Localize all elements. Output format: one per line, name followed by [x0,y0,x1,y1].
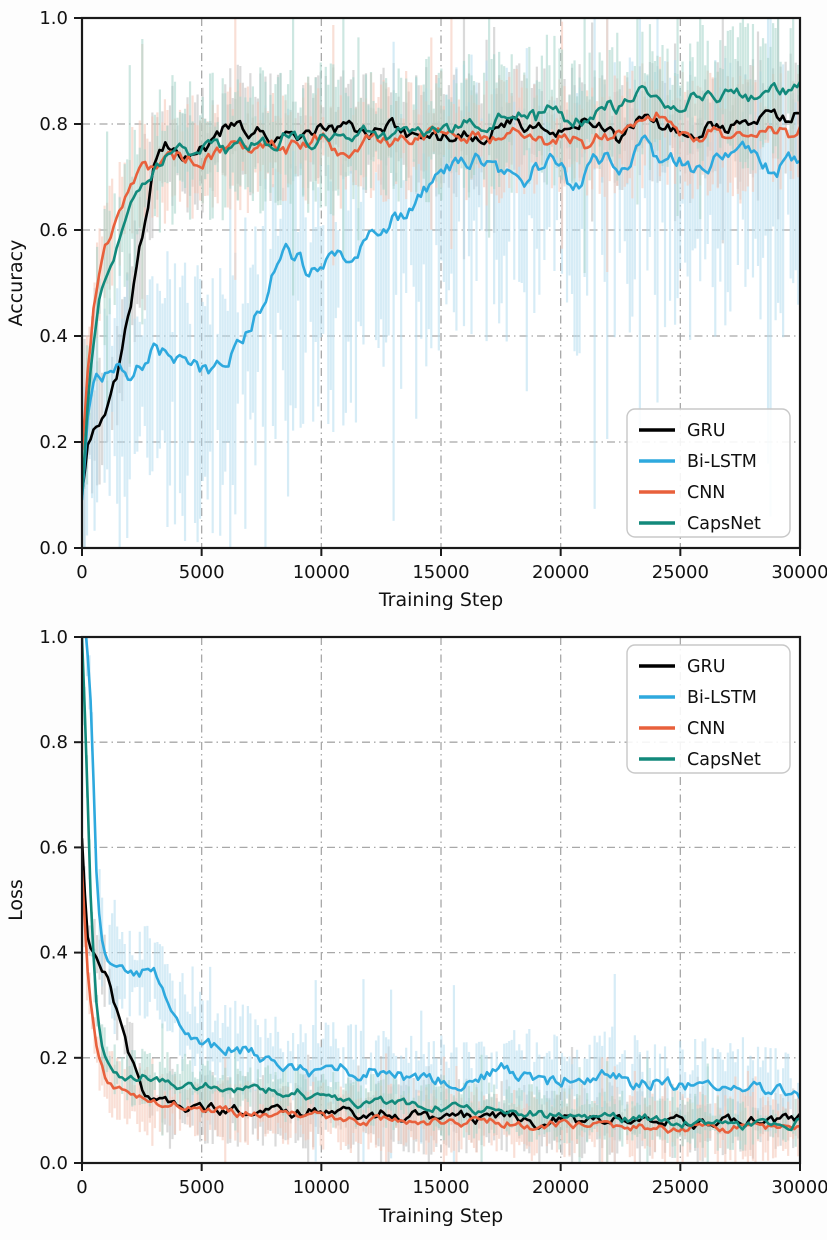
x-tick-label-20000: 20000 [532,562,589,583]
y-tick-label-0: 0.0 [39,1153,68,1174]
series-line-GRU [82,837,800,1130]
y-tick-label-0.6: 0.6 [39,837,68,858]
x-tick-label-15000: 15000 [412,1177,469,1198]
accuracy-chart: 0 5000 10000 15000 20000 25000 30000 0.0 0.2 0.4 0… [5,8,827,611]
series-line-CapsNet [82,637,800,1132]
legend: GRU Bi-LSTM CNN CapsNet [626,644,791,774]
x-tick-label-10000: 10000 [293,1177,350,1198]
legend-label-CapsNet: CapsNet [687,514,761,534]
y-axis-label: Accuracy [5,240,27,327]
legend-label-CNN: CNN [687,719,725,739]
x-tick-label-20000: 20000 [532,1177,589,1198]
x-axis-label: Training Step [378,1205,503,1227]
legend-label-GRU: GRU [687,421,726,441]
legend-label-GRU: GRU [687,657,726,677]
y-tick-label-0.4: 0.4 [39,326,68,347]
noise-band-Bi-LSTM [83,19,800,547]
series-lines [82,637,800,1134]
y-tick-label-0.6: 0.6 [39,220,68,241]
x-tick-label-10000: 10000 [293,562,350,583]
legend: GRU Bi-LSTM CNN CapsNet [626,408,791,538]
series-line-CNN [82,869,800,1134]
x-tick-label-5000: 5000 [179,1177,225,1198]
x-tick-label-0: 0 [76,562,87,583]
y-axis-label: Loss [5,879,27,921]
legend-label-CapsNet: CapsNet [687,750,761,770]
y-tick-label-0.8: 0.8 [39,732,68,753]
legend-label-CNN: CNN [687,483,725,503]
series-line-CNN [82,111,800,452]
series-line-Bi-LSTM [84,637,800,1101]
x-tick-label-15000: 15000 [412,562,469,583]
x-tick-label-5000: 5000 [179,562,225,583]
y-tick-label-0.2: 0.2 [39,1048,68,1069]
axis-ticks: 0 5000 10000 15000 20000 25000 30000 0.0 0.2 0.4 0… [39,627,827,1198]
legend-label-Bi-LSTM: Bi-LSTM [687,688,757,708]
legend-box [626,644,791,774]
x-tick-label-30000: 30000 [771,1177,827,1198]
legend-label-Bi-LSTM: Bi-LSTM [687,452,757,472]
y-tick-label-0.4: 0.4 [39,943,68,964]
axis-ticks: 0 5000 10000 15000 20000 25000 30000 0.0 0.2 0.4 0… [39,8,827,583]
series-line-Bi-LSTM [82,134,800,501]
legend-box [626,408,791,538]
loss-chart: 0 5000 10000 15000 20000 25000 30000 0.0 0.2 0.4 0… [5,627,827,1227]
x-tick-label-0: 0 [76,1177,87,1198]
x-axis-label: Training Step [378,589,503,611]
x-tick-label-25000: 25000 [652,1177,709,1198]
y-tick-label-1: 1.0 [39,627,68,648]
y-tick-label-0.2: 0.2 [39,432,68,453]
y-tick-label-1: 1.0 [39,8,68,29]
y-tick-label-0: 0.0 [39,538,68,559]
series-lines [82,80,800,501]
series-line-CapsNet [82,80,800,496]
x-tick-label-25000: 25000 [652,562,709,583]
y-tick-label-0.8: 0.8 [39,114,68,135]
x-tick-label-30000: 30000 [771,562,827,583]
